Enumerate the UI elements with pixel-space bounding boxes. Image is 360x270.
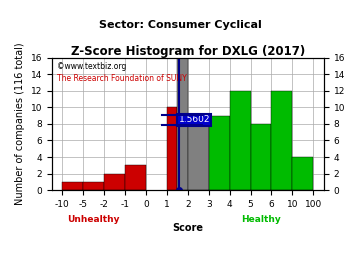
Bar <box>230 91 251 190</box>
Bar <box>83 182 104 190</box>
Bar <box>177 58 188 190</box>
Bar <box>188 116 209 190</box>
Bar <box>167 107 177 190</box>
Text: Healthy: Healthy <box>241 215 281 224</box>
Text: 1.5602: 1.5602 <box>179 115 210 124</box>
Text: Unhealthy: Unhealthy <box>67 215 120 224</box>
Bar <box>209 116 230 190</box>
Bar <box>251 124 271 190</box>
Text: The Research Foundation of SUNY: The Research Foundation of SUNY <box>57 74 187 83</box>
Bar <box>104 174 125 190</box>
Bar <box>271 91 292 190</box>
Bar <box>125 165 146 190</box>
Y-axis label: Number of companies (116 total): Number of companies (116 total) <box>15 43 25 205</box>
Text: Sector: Consumer Cyclical: Sector: Consumer Cyclical <box>99 20 261 30</box>
X-axis label: Score: Score <box>172 223 203 233</box>
Bar <box>292 157 313 190</box>
Title: Z-Score Histogram for DXLG (2017): Z-Score Histogram for DXLG (2017) <box>71 45 305 58</box>
Text: ©www.textbiz.org: ©www.textbiz.org <box>57 62 127 71</box>
Bar <box>62 182 83 190</box>
